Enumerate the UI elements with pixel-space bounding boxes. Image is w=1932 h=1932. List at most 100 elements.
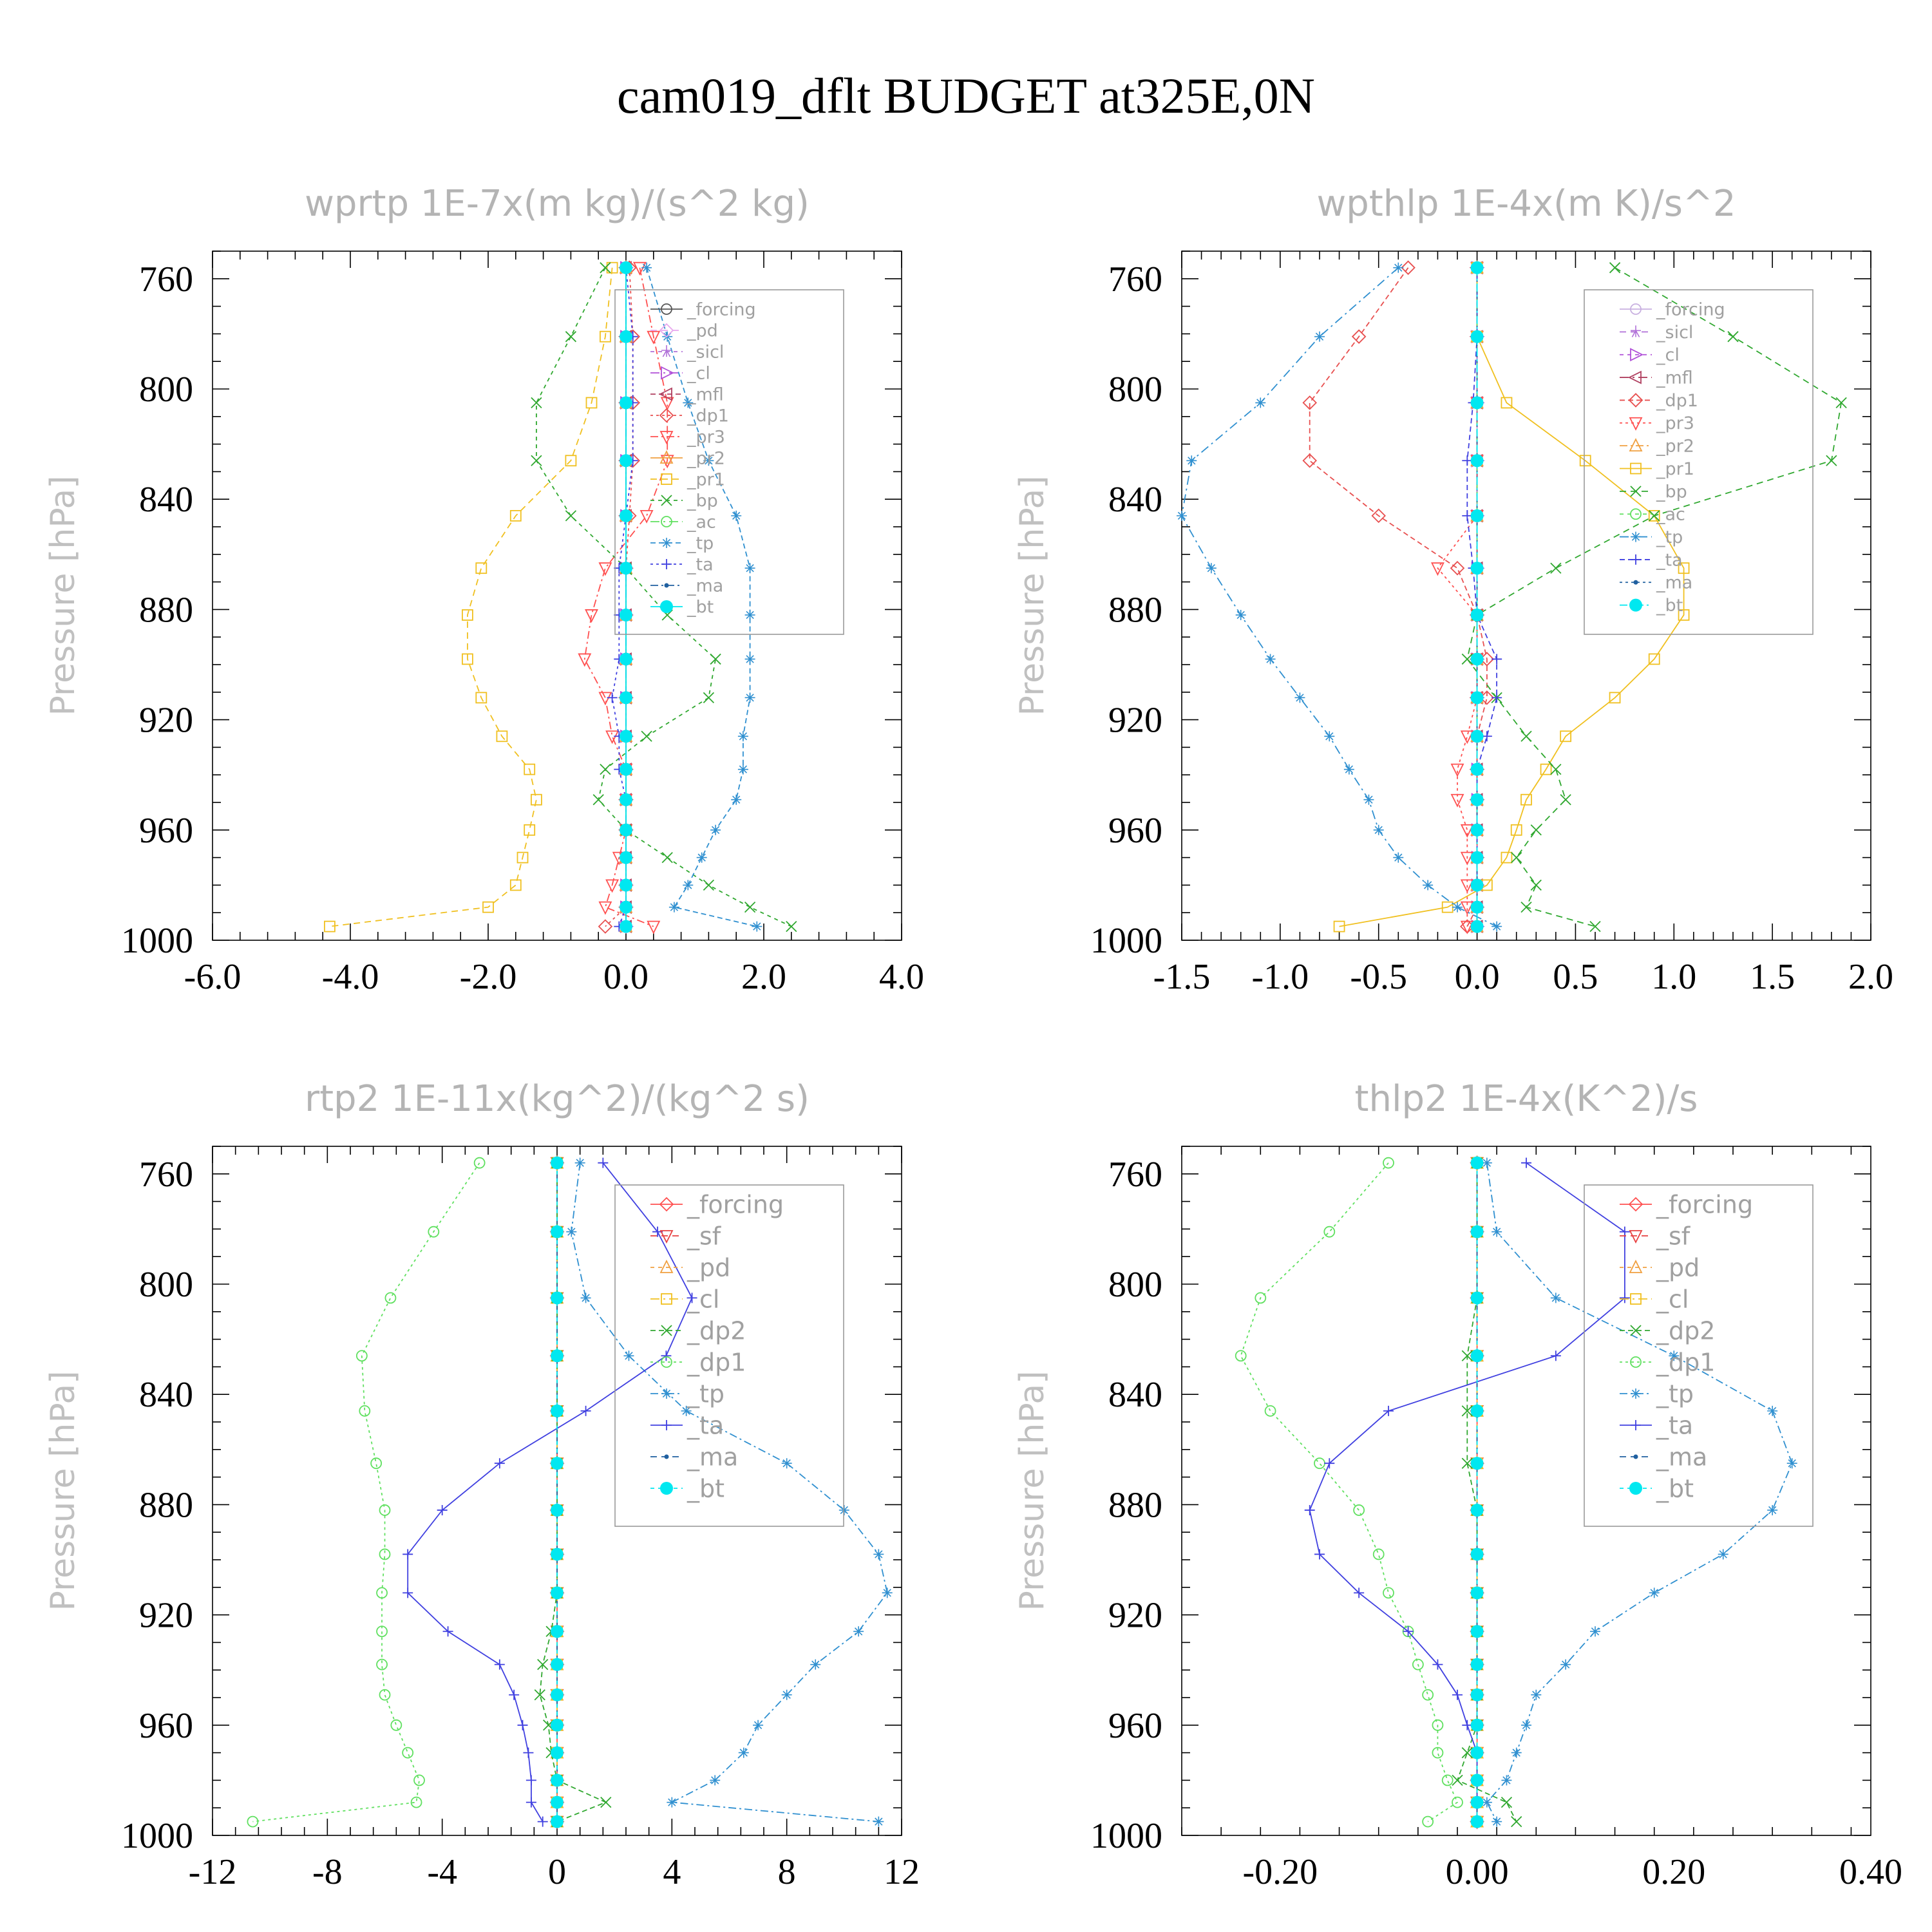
legend-box <box>1584 1184 1814 1527</box>
chart-panel-3: rtp2 1E-11x(kg^2)/(kg^2 s) Pressure [hPa]… <box>44 1078 920 1892</box>
data-point <box>370 1457 383 1470</box>
y-tick-label: 760 <box>1108 260 1162 299</box>
data-point <box>1412 1658 1424 1671</box>
data-point <box>744 609 755 620</box>
data-point <box>1461 1405 1473 1417</box>
data-point <box>1460 920 1474 934</box>
legend-entry: _cl <box>687 1285 719 1313</box>
data-point <box>1530 824 1542 836</box>
data-point <box>737 764 748 775</box>
series-line <box>611 267 634 927</box>
data-point <box>580 1293 591 1303</box>
data-point <box>620 793 632 806</box>
data-point <box>524 763 536 775</box>
data-point <box>1470 1586 1484 1600</box>
data-point <box>600 262 611 274</box>
legend-entry: _tp <box>687 533 714 553</box>
data-point <box>710 653 721 665</box>
data-point <box>1255 397 1266 408</box>
plot-frame <box>1181 251 1871 941</box>
data-point <box>574 1157 585 1168</box>
data-point <box>551 1815 564 1828</box>
data-point <box>551 1658 564 1671</box>
data-point <box>537 1816 548 1827</box>
data-point <box>359 1405 371 1417</box>
legend-marker <box>1630 1356 1642 1368</box>
x-tick-label: 0.20 <box>1642 1852 1705 1892</box>
data-point <box>475 692 488 704</box>
legend-entry: _cl <box>1656 1285 1689 1313</box>
y-tick-label: 920 <box>1108 701 1162 741</box>
y-tick-label: 800 <box>1108 1265 1162 1305</box>
legend-marker <box>661 1293 672 1305</box>
data-point <box>1423 880 1434 891</box>
data-point <box>1353 1504 1365 1516</box>
data-point <box>753 1719 764 1730</box>
x-tick-label: 2.0 <box>1848 957 1893 997</box>
data-point <box>1786 1458 1797 1469</box>
data-point <box>1470 851 1484 864</box>
data-point <box>376 1625 388 1638</box>
data-point <box>1481 1797 1492 1808</box>
data-point <box>600 330 611 343</box>
legend-entry: _ma <box>1656 573 1692 593</box>
data-point <box>551 1503 564 1517</box>
y-tick-label: 760 <box>139 1155 193 1195</box>
y-tick-label: 1000 <box>1090 1816 1162 1856</box>
series-line <box>1339 267 1685 927</box>
data-point <box>661 1350 672 1361</box>
legend-marker <box>661 538 672 548</box>
data-point <box>537 1659 549 1671</box>
y-tick-label: 800 <box>139 1265 193 1305</box>
legend-marker <box>1631 531 1641 542</box>
legend-box <box>614 1184 844 1527</box>
legend-entry: _sicl <box>1656 323 1693 343</box>
data-point <box>1255 1292 1267 1304</box>
legend-entry: _bp <box>1656 482 1687 502</box>
data-point <box>1520 793 1532 806</box>
data-point <box>1461 1747 1473 1759</box>
data-point <box>1492 692 1502 703</box>
data-point <box>598 692 612 706</box>
data-point <box>482 901 494 913</box>
data-point <box>526 1775 536 1786</box>
legend-marker <box>661 366 675 380</box>
chart-panel-2: wpthlp 1E-4x(m K)/s^2 Pressure [hPa] 760 80… <box>1013 183 1893 997</box>
legend-marker <box>1629 1482 1642 1495</box>
series-ta <box>402 1157 697 1827</box>
data-point <box>1265 654 1276 665</box>
legend-marker <box>1633 580 1638 585</box>
data-point <box>1470 652 1484 666</box>
data-point <box>1648 653 1660 665</box>
data-point <box>1470 691 1484 705</box>
data-point <box>1550 562 1562 574</box>
series-bp <box>531 262 797 933</box>
series-pr1 <box>323 261 618 933</box>
legend-marker <box>1628 1197 1643 1212</box>
data-point <box>606 261 618 274</box>
data-point <box>1302 453 1317 468</box>
data-point <box>1470 1658 1484 1671</box>
legend-marker <box>1630 303 1642 315</box>
legend-marker <box>1629 417 1643 431</box>
data-point <box>620 509 632 522</box>
x-tick-label: -2.0 <box>460 957 517 997</box>
data-point <box>1354 1587 1365 1598</box>
legend-marker <box>1629 438 1643 452</box>
data-point <box>660 455 674 469</box>
legend-entry: _dp2 <box>1656 1316 1715 1345</box>
figure-title: cam019_dflt BUDGET at325E,0N <box>617 68 1315 124</box>
data-point <box>1470 396 1484 410</box>
data-point <box>731 510 742 521</box>
legend-marker <box>1631 325 1641 337</box>
data-point <box>1470 454 1484 468</box>
data-point <box>1560 1659 1571 1670</box>
data-point <box>551 1625 564 1638</box>
data-point <box>1470 509 1484 522</box>
data-point <box>1590 1626 1600 1637</box>
data-point <box>882 1587 893 1598</box>
series-line <box>1181 267 1497 927</box>
data-point <box>1470 1503 1484 1517</box>
y-tick-label: 760 <box>1108 1155 1162 1195</box>
data-point <box>1470 1746 1484 1759</box>
